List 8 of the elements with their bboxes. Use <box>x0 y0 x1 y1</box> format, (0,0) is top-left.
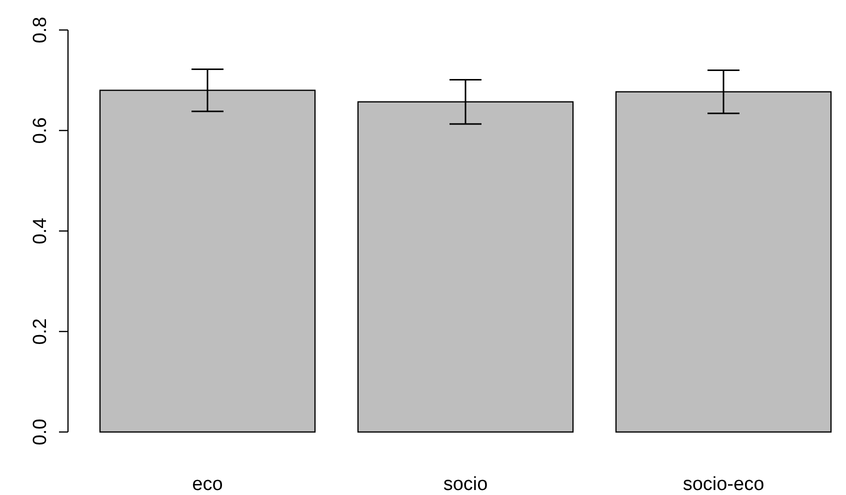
x-tick-label: eco <box>192 474 223 495</box>
y-tick-label: 0.8 <box>30 16 51 44</box>
x-tick-label: socio-eco <box>682 474 764 495</box>
y-tick-label: 0.6 <box>30 117 51 144</box>
x-tick-label: socio <box>443 474 488 495</box>
y-tick-label: 0.0 <box>30 418 51 446</box>
y-tick-label: 0.2 <box>30 318 51 345</box>
y-tick-label: 0.4 <box>30 217 51 244</box>
